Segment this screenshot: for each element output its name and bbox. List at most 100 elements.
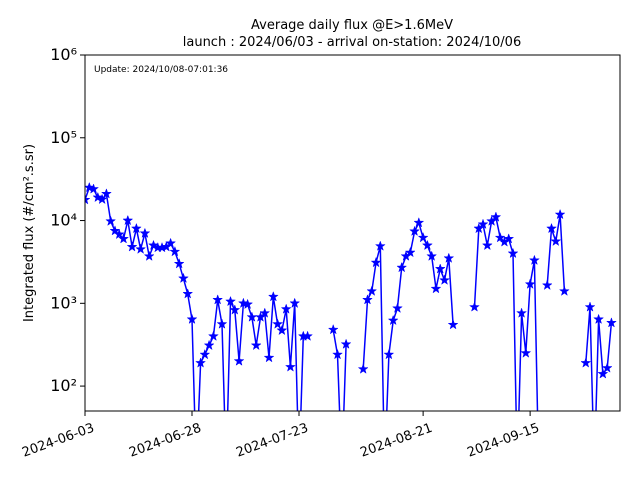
data-point [186, 313, 198, 325]
data-point [430, 282, 442, 294]
x-tick-label: 2024-09-15 [465, 421, 541, 461]
data-point [383, 348, 395, 360]
data-point [192, 466, 202, 475]
data-point [605, 317, 617, 328]
data-point [135, 243, 147, 254]
data-point [546, 222, 558, 234]
data-point [584, 301, 596, 312]
chart-subtitle: launch : 2024/06/03 - arrival on-station… [183, 35, 521, 50]
data-point [250, 339, 262, 351]
data-point [387, 314, 399, 326]
x-tick-label: 2024-07-23 [234, 421, 310, 461]
data-point [396, 261, 408, 273]
data-point [477, 218, 489, 230]
data-point [85, 194, 91, 205]
data-point [233, 355, 245, 366]
data-point [426, 250, 438, 261]
data-point [391, 302, 403, 314]
y-tick-label: 10² [50, 376, 77, 395]
data-point [207, 330, 219, 341]
data-point [413, 217, 425, 228]
data-point [490, 211, 502, 222]
data-point [105, 215, 117, 226]
data-point [507, 247, 519, 259]
data-point [199, 348, 211, 360]
x-tick-label: 2024-08-21 [358, 421, 434, 461]
x-tick-label: 2024-06-28 [127, 421, 203, 461]
plot-area [85, 181, 617, 475]
data-point [481, 239, 493, 251]
data-point [439, 274, 451, 285]
data-point [216, 318, 228, 329]
data-point [520, 347, 532, 358]
data-point [122, 214, 134, 226]
chart-title: Average daily flux @E>1.6MeV [251, 18, 453, 33]
data-point [516, 307, 528, 318]
data-point [404, 246, 416, 258]
data-point [294, 466, 304, 475]
data-point [143, 250, 155, 261]
data-point [421, 239, 433, 251]
data-point [409, 225, 420, 237]
axes-frame [84, 54, 621, 412]
data-point [597, 368, 609, 379]
data-point [139, 227, 151, 239]
data-point [126, 241, 138, 252]
data-point [332, 348, 344, 360]
data-point [276, 324, 288, 336]
data-point [580, 357, 592, 368]
data-point [130, 222, 142, 234]
data-point [524, 278, 536, 289]
data-point [113, 228, 125, 240]
data-point [222, 466, 232, 475]
annotation: Update: 2024/10/08-07:01:36 [94, 65, 228, 75]
data-point [366, 285, 378, 296]
y-tick-label: 10⁵ [50, 128, 77, 147]
data-point [327, 323, 339, 335]
data-point [182, 288, 194, 299]
data-point [528, 254, 540, 266]
data-point [195, 357, 207, 368]
data-point [177, 272, 189, 284]
x-tick-label: 2024-06-03 [20, 421, 96, 461]
data-point [337, 466, 347, 475]
data-point [280, 303, 292, 314]
data-point [534, 466, 544, 475]
data-point [88, 183, 100, 194]
data-point [513, 466, 523, 475]
data-point [263, 351, 275, 363]
data-point [118, 233, 130, 244]
data-point [503, 233, 515, 244]
data-point [267, 291, 279, 302]
data-point [558, 285, 570, 296]
data-point [225, 295, 237, 307]
data-point [593, 313, 605, 325]
data-point [494, 231, 506, 243]
y-tick-label: 10⁶ [50, 45, 77, 64]
data-point [284, 361, 296, 372]
y-axis-label: Integrated flux (#/cm².s.sr) [22, 144, 37, 322]
data-point [447, 319, 459, 330]
data-point [357, 363, 369, 374]
data-point [259, 307, 271, 318]
y-tick-label: 10⁴ [50, 211, 77, 230]
data-point [468, 301, 480, 312]
data-point [272, 318, 284, 329]
data-point [361, 294, 373, 305]
data-point [169, 245, 181, 257]
data-point [289, 297, 301, 309]
data-point [550, 235, 562, 247]
data-point [147, 239, 159, 251]
data-point [434, 263, 446, 274]
data-point [554, 208, 566, 220]
data-point [96, 193, 108, 205]
data-point [601, 362, 613, 373]
data-point [380, 466, 390, 475]
data-point [417, 231, 429, 243]
data-point [370, 256, 382, 268]
data-point [165, 237, 177, 249]
data-point [443, 252, 455, 263]
y-tick-label: 10³ [50, 293, 77, 312]
data-point [242, 298, 254, 310]
